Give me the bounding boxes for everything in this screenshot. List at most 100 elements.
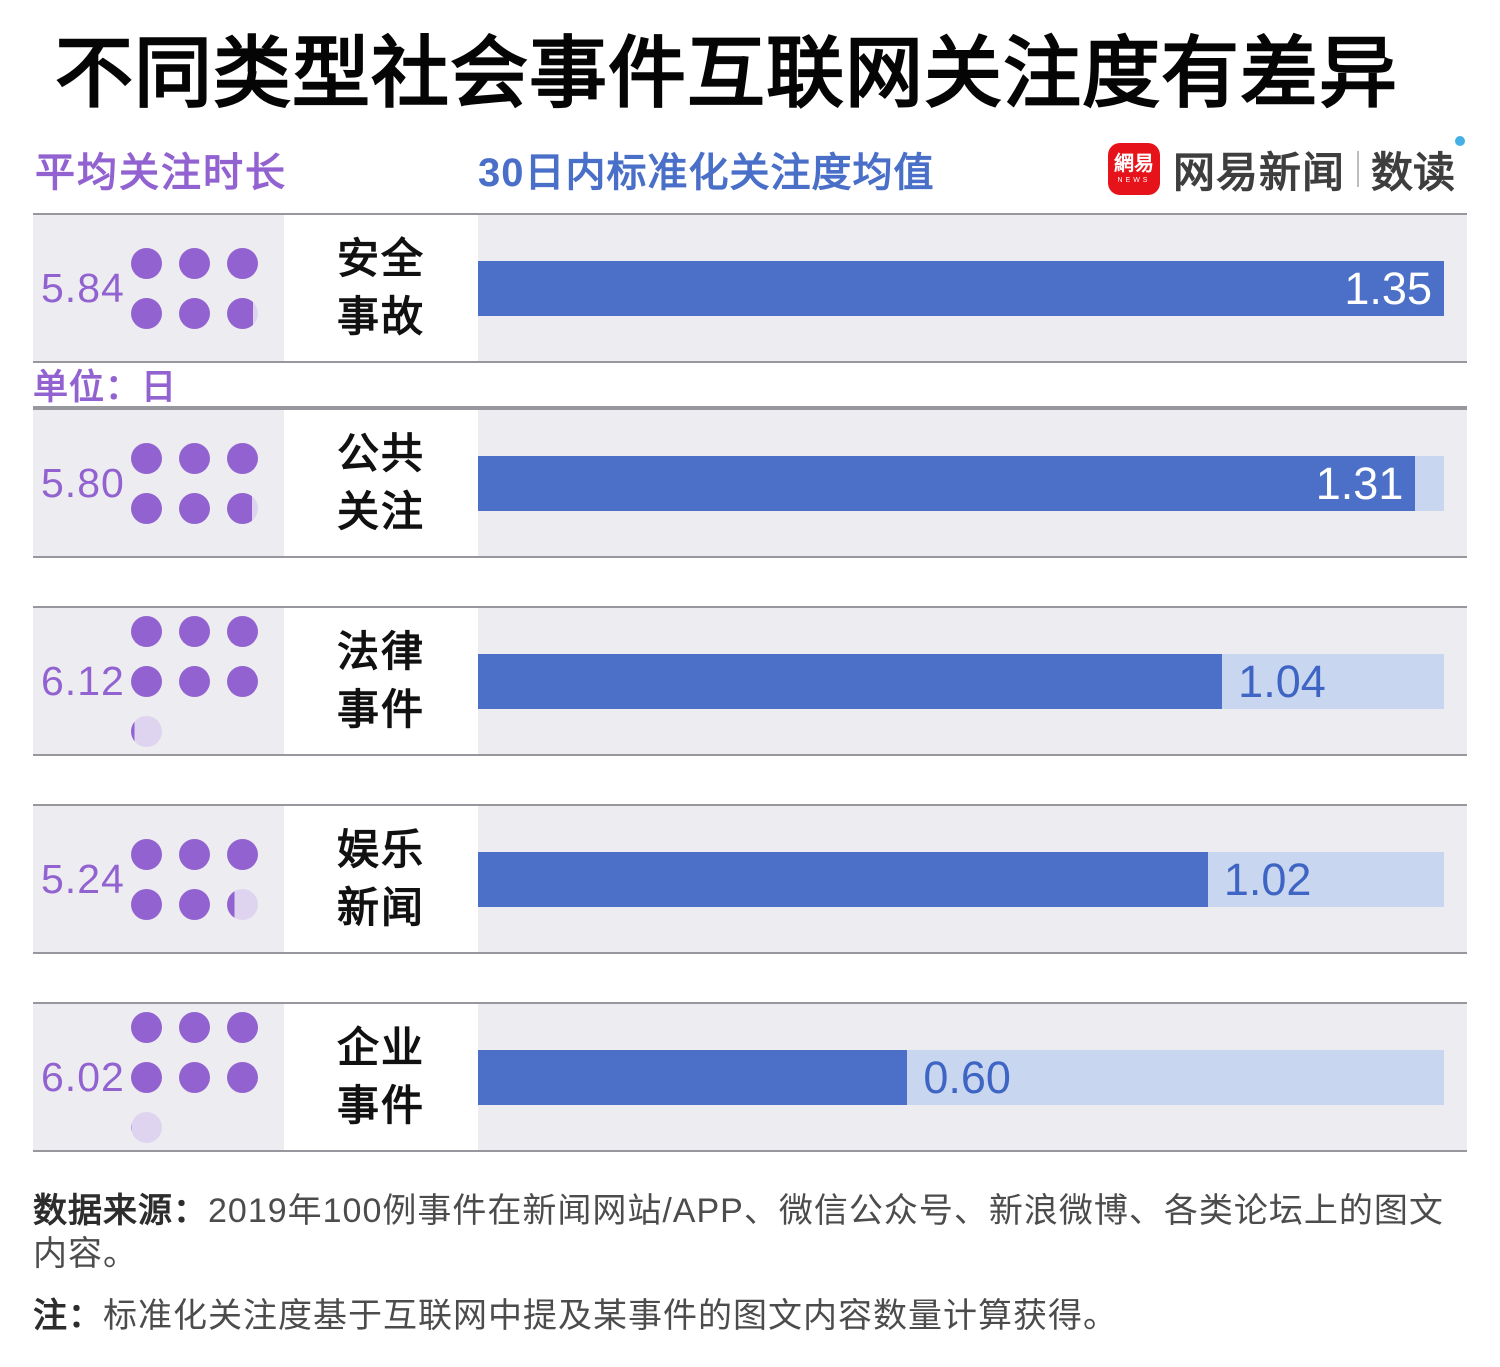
badge-text: 網易	[1113, 153, 1154, 176]
bar-fill	[478, 653, 1223, 709]
duration-dot-full	[131, 838, 162, 870]
bar-fill: 1.35	[478, 260, 1444, 316]
duration-dot-partial	[227, 492, 258, 524]
duration-dot-full	[227, 838, 258, 870]
chart-row: 5.84 安全 事故 1.35	[33, 213, 1467, 364]
brand-divider	[1356, 151, 1359, 188]
chart-row: 6.12 法律事件 1.04	[33, 606, 1467, 757]
duration-dot-full	[179, 615, 210, 647]
duration-dot-row	[131, 715, 258, 747]
bar-cell: 1.31	[478, 410, 1467, 557]
duration-value: 5.24	[41, 855, 125, 902]
bar-track: 1.31	[478, 455, 1444, 511]
note-line: 注：标准化关注度基于互联网中提及某事件的图文内容数量计算获得。	[33, 1295, 1467, 1338]
duration-dot-full	[227, 1011, 258, 1043]
duration-cell: 6.12	[33, 608, 284, 755]
duration-dot-partial	[131, 1111, 162, 1143]
sub-brand-text: 数读	[1370, 148, 1455, 196]
duration-dot-partial	[227, 297, 258, 329]
duration-dot-full	[131, 665, 162, 697]
category-label: 企业 事件	[284, 1004, 478, 1151]
duration-cell: 5.24	[33, 806, 284, 953]
brand-name: 网易新闻	[1172, 148, 1345, 196]
page-title: 不同类型社会事件互联网关注度有差异	[55, 29, 1399, 117]
chart-row: 6.02 企业事件 0.60	[33, 1002, 1467, 1153]
duration-dot-full	[179, 1061, 210, 1093]
duration-dot-row	[131, 297, 258, 329]
bar-fill: 1.31	[478, 455, 1416, 511]
duration-dot-row	[131, 492, 258, 524]
category-label-line: 安全	[336, 235, 425, 283]
duration-value: 5.84	[41, 264, 125, 311]
duration-dot-full	[131, 888, 162, 920]
chart-rows: 5.84 安全 事故 1.35 单位：日 5.80 公共 关注 1.31 6.12 法律 事件 1.04…	[33, 213, 1467, 1153]
category-label-line: 娱乐	[336, 826, 425, 874]
infographic-page: 不同类型社会事件互联网关注度有差异 平均关注时长 30日内标准化关注度均值 網易…	[0, 29, 1500, 1367]
duration-dot-partial	[131, 715, 162, 747]
category-label: 娱乐 新闻	[284, 806, 478, 953]
source-text: 2019年100例事件在新闻网站/APP、微信公众号、新浪微博、各类论坛上的图文…	[33, 1192, 1444, 1273]
note-label: 注：	[33, 1297, 103, 1336]
legend-bar: 平均关注时长 30日内标准化关注度均值 網易 NEWS 网易新闻 数读	[35, 135, 1467, 200]
duration-dot-grid	[131, 615, 258, 747]
duration-dot-full	[179, 442, 210, 474]
duration-dot-row	[131, 1061, 258, 1093]
duration-dot-full	[227, 247, 258, 279]
bar-value: 1.02	[1223, 853, 1312, 905]
bar-cell: 0.60	[478, 1004, 1467, 1151]
legend-duration-label: 平均关注时长	[35, 151, 287, 196]
category-label-line: 法律	[336, 628, 425, 676]
duration-cell: 5.84	[33, 215, 284, 362]
duration-dot-row	[131, 888, 258, 920]
bar-fill	[478, 1049, 908, 1105]
duration-cell: 5.80	[33, 410, 284, 557]
bar-value: 0.60	[923, 1051, 1011, 1103]
duration-dot-full	[179, 888, 210, 920]
category-label-line: 事故	[336, 293, 425, 341]
duration-dot-full	[179, 247, 210, 279]
category-label-line: 企业	[336, 1024, 425, 1072]
category-label: 安全 事故	[284, 215, 478, 362]
duration-dot-row	[131, 665, 258, 697]
category-label-line: 事件	[336, 686, 425, 734]
duration-dot-full	[179, 665, 210, 697]
bar-track: 0.60	[478, 1049, 1444, 1105]
bar-track: 1.02	[478, 851, 1444, 907]
duration-dot-full	[179, 297, 210, 329]
duration-value: 6.02	[41, 1053, 125, 1100]
bar-cell: 1.02	[478, 806, 1467, 953]
duration-dot-grid	[131, 247, 258, 329]
duration-dot-partial	[227, 888, 258, 920]
bar-cell: 1.35	[478, 215, 1467, 362]
source-line: 数据来源：2019年100例事件在新闻网站/APP、微信公众号、新浪微博、各类论…	[33, 1190, 1467, 1275]
chart-row: 5.24 娱乐新闻 1.02	[33, 804, 1467, 955]
duration-dot-full	[179, 492, 210, 524]
duration-dot-row	[131, 615, 258, 647]
category-label-line: 关注	[336, 488, 425, 536]
note-text: 标准化关注度基于互联网中提及某事件的图文内容数量计算获得。	[103, 1297, 1118, 1336]
bar-value: 1.04	[1238, 655, 1326, 707]
unit-note: 单位：日	[33, 363, 1467, 409]
category-label-line: 公共	[336, 430, 425, 478]
duration-dot-grid	[131, 838, 258, 920]
duration-dot-full	[131, 492, 162, 524]
bar-fill	[478, 851, 1208, 907]
duration-dot-row	[131, 442, 258, 474]
category-label-line: 事件	[336, 1082, 425, 1130]
netease-badge-icon: 網易 NEWS	[1107, 143, 1160, 196]
bar-track: 1.35	[478, 260, 1444, 316]
duration-dot-full	[131, 442, 162, 474]
footer: 数据来源：2019年100例事件在新闻网站/APP、微信公众号、新浪微博、各类论…	[33, 1190, 1467, 1338]
category-label: 法律 事件	[284, 608, 478, 755]
category-label: 公共 关注	[284, 410, 478, 557]
badge-subtext: NEWS	[1117, 177, 1151, 185]
category-label-line: 新闻	[336, 884, 425, 932]
sub-brand-name: 数读	[1370, 135, 1467, 200]
duration-value: 6.12	[41, 657, 125, 704]
accent-dot-icon	[1455, 135, 1465, 146]
chart-row: 5.80 公共 关注 1.31	[33, 408, 1467, 559]
duration-dot-full	[131, 1061, 162, 1093]
duration-dot-row	[131, 838, 258, 870]
duration-dot-full	[179, 838, 210, 870]
bar-cell: 1.04	[478, 608, 1467, 755]
